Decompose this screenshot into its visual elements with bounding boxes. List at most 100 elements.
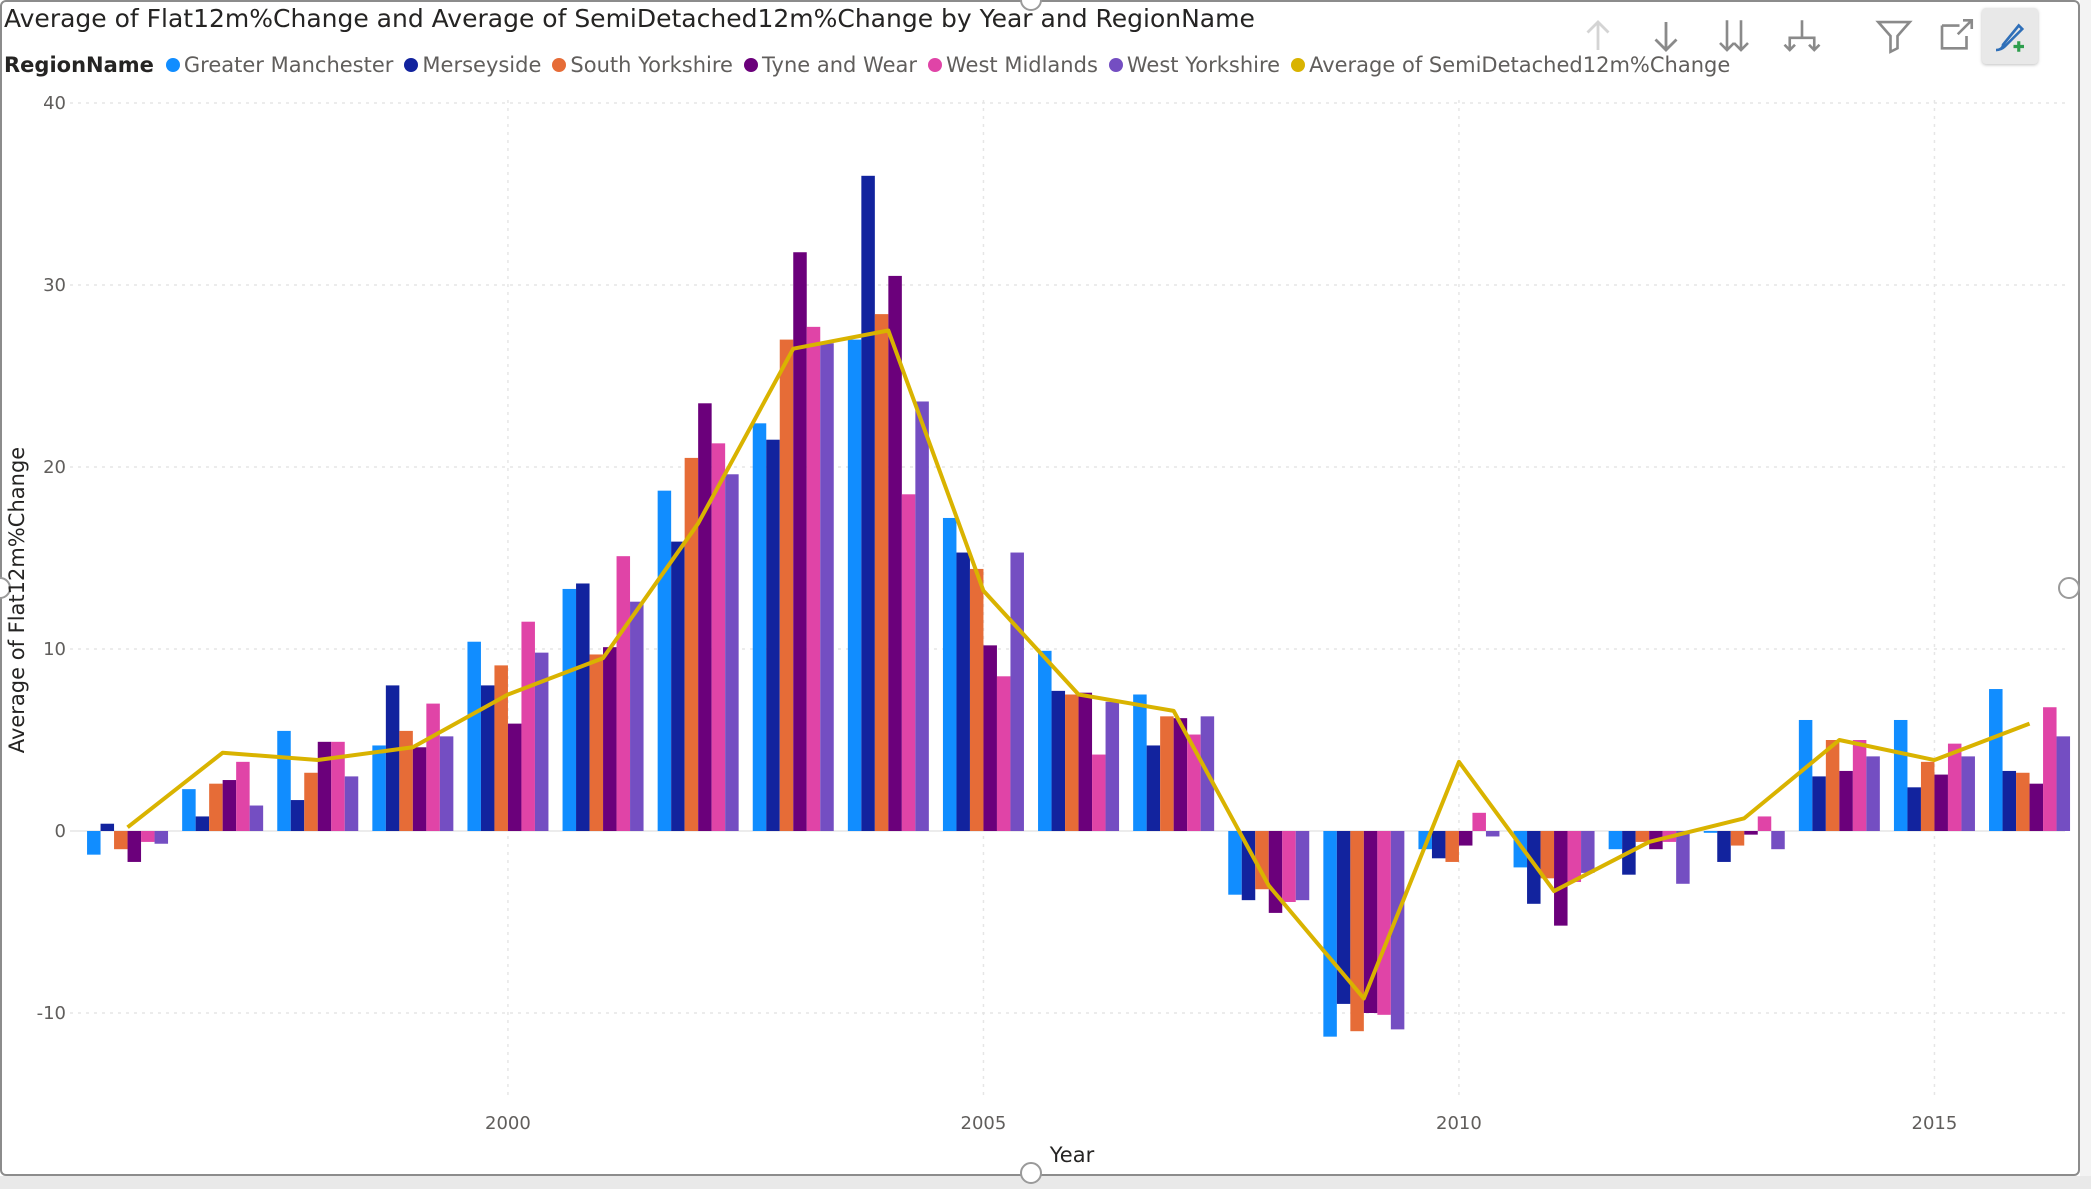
legend-item-greater-manchester[interactable]: Greater Manchester — [165, 53, 394, 77]
bar-west-midlands — [1187, 734, 1201, 831]
bar-merseyside — [290, 800, 305, 831]
bar-merseyside — [576, 583, 590, 831]
bar-west-yorkshire — [154, 831, 169, 844]
bar-south-yorkshire — [684, 457, 699, 831]
bar-west-yorkshire — [725, 474, 739, 831]
format-visual-icon — [1995, 23, 2025, 52]
bar-west-midlands — [236, 761, 250, 831]
legend-item-south-yorkshire[interactable]: South Yorkshire — [552, 53, 733, 77]
bar-west-midlands — [1757, 816, 1772, 831]
y-tick-label: 20 — [43, 457, 66, 478]
bar-west-yorkshire — [915, 401, 929, 831]
legend-label: West Midlands — [946, 53, 1098, 77]
resize-handle-bottom[interactable] — [1020, 1162, 1042, 1184]
bar-west-midlands — [806, 326, 821, 831]
bar-west-yorkshire — [249, 805, 264, 831]
bar-tyne-and-wear — [698, 403, 712, 831]
y-tick-label: 10 — [43, 639, 66, 660]
bar-greater-manchester — [752, 423, 767, 831]
bar-west-midlands — [1567, 831, 1582, 882]
y-tick-label: 30 — [43, 275, 66, 296]
bar-south-yorkshire — [969, 568, 984, 831]
bar-south-yorkshire — [1540, 831, 1555, 879]
bar-west-yorkshire — [1295, 831, 1310, 901]
bar-south-yorkshire — [1635, 831, 1650, 842]
bar-merseyside — [1717, 831, 1731, 862]
bar-south-yorkshire — [1065, 694, 1079, 831]
bar-south-yorkshire — [2016, 772, 2030, 831]
bar-greater-manchester — [1038, 650, 1052, 831]
bar-greater-manchester — [1989, 689, 2003, 831]
bar-west-yorkshire — [1866, 756, 1880, 831]
bar-greater-manchester — [562, 588, 577, 831]
bar-greater-manchester — [1323, 831, 1337, 1037]
legend: RegionName Greater Manchester Merseyside… — [4, 50, 1741, 80]
bar-merseyside — [1051, 690, 1066, 831]
bar-west-midlands — [141, 831, 155, 842]
bar-merseyside — [1527, 831, 1541, 904]
bar-merseyside — [480, 685, 495, 831]
bar-west-midlands — [1092, 754, 1106, 831]
legend-item-merseyside[interactable]: Merseyside — [404, 53, 541, 77]
bar-greater-manchester — [657, 490, 672, 831]
bar-merseyside — [1241, 831, 1256, 901]
bar-merseyside — [195, 816, 210, 831]
format-visual-button[interactable] — [1982, 8, 2038, 64]
bar-merseyside — [1336, 831, 1351, 1004]
expand-hierarchy-icon — [1783, 20, 1821, 52]
bar-south-yorkshire — [304, 772, 318, 831]
legend-marker — [552, 58, 567, 72]
bar-west-yorkshire — [1010, 552, 1024, 831]
legend-item-west-midlands[interactable]: West Midlands — [928, 53, 1098, 77]
bar-west-yorkshire — [1105, 701, 1120, 831]
bar-merseyside — [671, 541, 685, 831]
bar-tyne-and-wear — [2029, 783, 2044, 831]
bar-greater-manchester — [847, 339, 862, 831]
x-axis-title: Year — [1049, 1143, 1095, 1167]
bar-west-yorkshire — [439, 736, 454, 831]
bar-greater-manchester — [1798, 719, 1813, 831]
bar-tyne-and-wear — [1744, 831, 1758, 835]
expand-next-level-button[interactable] — [1706, 8, 1762, 64]
expand-hierarchy-button[interactable] — [1774, 8, 1830, 64]
line-semidetached-average — [126, 328, 2031, 1001]
bar-tyne-and-wear — [1934, 774, 1948, 831]
legend-title: RegionName — [4, 53, 154, 77]
bar-south-yorkshire — [1350, 831, 1364, 1032]
filter-button[interactable] — [1866, 8, 1922, 64]
bar-west-midlands — [426, 703, 440, 831]
bar-west-yorkshire — [630, 601, 644, 831]
bar-merseyside — [861, 175, 875, 832]
y-tick-label: -10 — [37, 1003, 66, 1024]
focus-mode-button[interactable] — [1928, 8, 1984, 64]
y-tick-label: 0 — [55, 821, 66, 842]
resize-handle-right[interactable] — [2058, 577, 2080, 599]
bar-greater-manchester — [277, 730, 291, 831]
drill-up-button[interactable] — [1570, 8, 1626, 64]
bar-merseyside — [1812, 776, 1826, 831]
bar-tyne-and-wear — [317, 741, 332, 831]
bar-tyne-and-wear — [1363, 831, 1378, 1013]
legend-label: Greater Manchester — [183, 53, 394, 77]
bar-west-yorkshire — [534, 652, 549, 831]
bar-west-midlands — [1852, 740, 1867, 831]
canvas-edge-bottom — [0, 1176, 2091, 1189]
legend-item-semidetached-average[interactable]: Average of SemiDetached12m%Change — [1291, 53, 1730, 77]
bar-west-yorkshire — [2056, 736, 2071, 831]
legend-item-tyne-and-wear[interactable]: Tyne and Wear — [743, 53, 918, 77]
bar-tyne-and-wear — [412, 747, 427, 831]
bar-merseyside — [956, 552, 970, 831]
legend-label: Merseyside — [422, 53, 542, 77]
legend-label: Tyne and Wear — [761, 53, 918, 77]
bar-greater-manchester — [87, 831, 101, 855]
bar-greater-manchester — [182, 789, 196, 831]
bar-tyne-and-wear — [127, 831, 142, 862]
chart-title: Average of Flat12m%Change and Average of… — [4, 4, 1255, 33]
bar-west-midlands — [1377, 831, 1391, 1015]
legend-item-west-yorkshire[interactable]: West Yorkshire — [1108, 53, 1280, 77]
bar-west-midlands — [711, 443, 726, 831]
bar-west-yorkshire — [1961, 756, 1975, 831]
bar-merseyside — [2002, 770, 2017, 831]
drill-down-button[interactable] — [1638, 8, 1694, 64]
